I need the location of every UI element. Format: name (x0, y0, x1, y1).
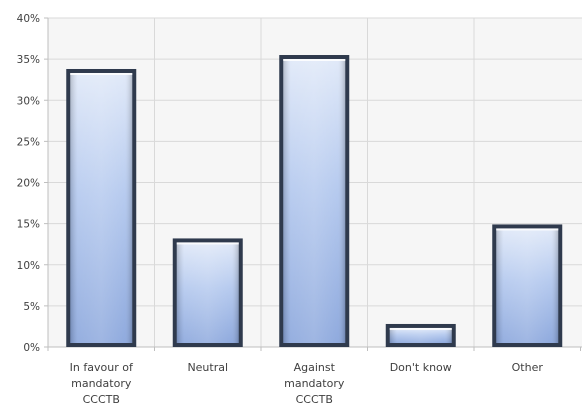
y-tick-label: 20% (17, 178, 40, 190)
y-tick-label: 5% (23, 301, 40, 313)
bar-highlight (70, 72, 133, 75)
bar-highlight (496, 228, 559, 231)
y-tick-label: 15% (17, 219, 40, 231)
bars (66, 55, 563, 348)
y-tick-label: 30% (17, 95, 40, 107)
x-tick-label: Other (512, 361, 544, 374)
bar (279, 55, 350, 347)
x-axis-category-labels: In favour of mandatory CCCTB Neutral Against… (70, 361, 544, 406)
y-tick-label: 25% (17, 136, 40, 148)
bar (66, 68, 137, 348)
bar-sheen (176, 242, 239, 343)
y-tick-label: 10% (17, 260, 40, 272)
y-tick-label: 40% (17, 13, 40, 25)
y-tick-label: 0% (23, 342, 40, 354)
bar-sheen (496, 228, 559, 343)
bar-sheen (389, 327, 452, 343)
x-tick-label: Neutral (187, 361, 228, 374)
bar (492, 224, 563, 347)
bar-sheen (283, 59, 346, 343)
x-tick-label: Against mandatory CCCTB (284, 361, 345, 406)
x-tick-label: Don't know (390, 361, 452, 374)
y-axis-tick-labels: 0% 5% 10% 15% 20% 25% 30% 35% 40% (17, 13, 40, 354)
bar (172, 238, 243, 347)
bar-highlight (389, 327, 452, 330)
x-tick-label: In favour of mandatory CCCTB (70, 361, 134, 406)
bar-highlight (283, 59, 346, 62)
bar-sheen (70, 72, 133, 344)
bar-highlight (176, 242, 239, 245)
y-tick-label: 35% (17, 54, 40, 66)
bar (385, 323, 456, 347)
